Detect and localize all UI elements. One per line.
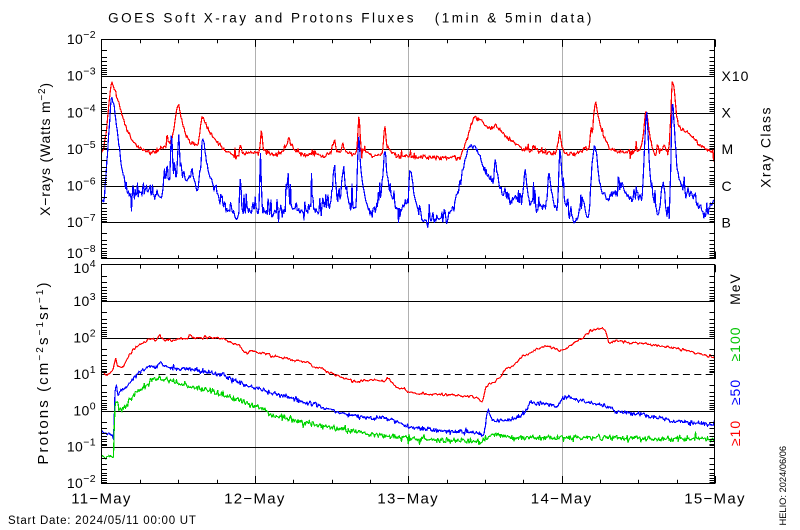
svg-text:≥50: ≥50 [727, 379, 743, 405]
svg-text:Xray Class: Xray Class [758, 106, 774, 188]
svg-text:HELIO: 2024/06/06: HELIO: 2024/06/06 [778, 446, 788, 526]
svg-text:11−May: 11−May [71, 491, 131, 508]
svg-text:X: X [722, 105, 732, 121]
svg-text:B: B [722, 214, 732, 230]
svg-text:Start Date: 2024/05/11 00:00 U: Start Date: 2024/05/11 00:00 UT [8, 515, 197, 527]
svg-text:M: M [722, 141, 735, 157]
svg-text:12−May: 12−May [224, 491, 286, 508]
svg-text:C: C [722, 178, 733, 194]
svg-text:MeV: MeV [727, 273, 743, 305]
svg-text:GOES Soft X-ray and Protons Fl: GOES Soft X-ray and Protons Fluxes (1min… [108, 11, 594, 26]
svg-text:X−rays (Watts m−2): X−rays (Watts m−2) [37, 82, 53, 216]
svg-text:13−May: 13−May [377, 491, 439, 508]
svg-text:≥10: ≥10 [727, 420, 743, 446]
svg-text:14−May: 14−May [531, 491, 593, 508]
svg-text:X10: X10 [722, 68, 750, 84]
svg-text:15−May: 15−May [684, 491, 746, 508]
svg-text:Protons (cm−2s−1sr−1): Protons (cm−2s−1sr−1) [35, 280, 52, 464]
svg-text:≥100: ≥100 [727, 326, 743, 361]
